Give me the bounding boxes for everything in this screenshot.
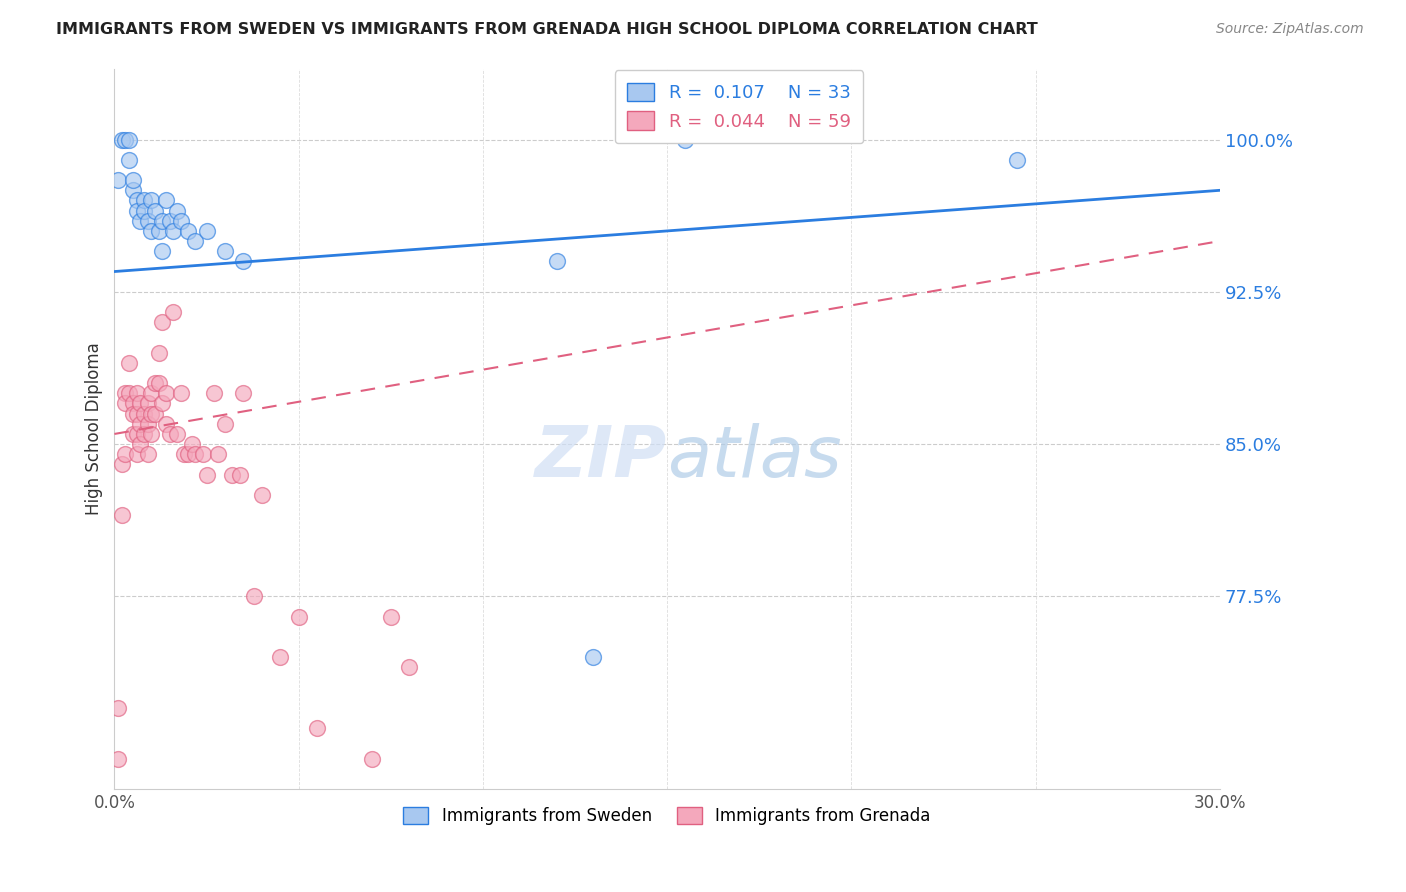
Point: [107, 701, 129, 715]
Point: [129, 417, 152, 431]
Point: [287, 609, 309, 624]
Point: [202, 386, 225, 401]
Point: [141, 194, 163, 208]
Point: [180, 437, 202, 451]
Point: [207, 447, 229, 461]
Point: [148, 376, 170, 391]
Point: [114, 132, 136, 146]
Text: atlas: atlas: [666, 423, 842, 492]
Point: [361, 752, 384, 766]
Y-axis label: High School Diploma: High School Diploma: [86, 343, 103, 516]
Point: [125, 447, 148, 461]
Point: [143, 203, 166, 218]
Point: [111, 132, 134, 146]
Point: [173, 447, 195, 461]
Point: [1005, 153, 1028, 167]
Point: [159, 214, 181, 228]
Point: [136, 214, 159, 228]
Point: [132, 407, 155, 421]
Point: [150, 396, 173, 410]
Point: [114, 386, 136, 401]
Point: [232, 254, 254, 268]
Point: [221, 467, 243, 482]
Point: [111, 508, 134, 523]
Point: [141, 426, 163, 441]
Point: [143, 407, 166, 421]
Text: IMMIGRANTS FROM SWEDEN VS IMMIGRANTS FROM GRENADA HIGH SCHOOL DIPLOMA CORRELATIO: IMMIGRANTS FROM SWEDEN VS IMMIGRANTS FRO…: [56, 22, 1038, 37]
Text: ZIP: ZIP: [534, 423, 666, 492]
Point: [177, 224, 200, 238]
Point: [195, 224, 218, 238]
Point: [232, 386, 254, 401]
Point: [191, 447, 214, 461]
Point: [170, 386, 193, 401]
Point: [141, 386, 163, 401]
Point: [398, 660, 420, 674]
Point: [546, 254, 568, 268]
Point: [148, 224, 170, 238]
Point: [159, 426, 181, 441]
Point: [150, 214, 173, 228]
Point: [250, 488, 273, 502]
Point: [132, 203, 155, 218]
Legend: Immigrants from Sweden, Immigrants from Grenada: Immigrants from Sweden, Immigrants from …: [394, 797, 941, 835]
Point: [380, 609, 402, 624]
Point: [121, 407, 143, 421]
Point: [141, 224, 163, 238]
Text: Source: ZipAtlas.com: Source: ZipAtlas.com: [1216, 22, 1364, 37]
Point: [121, 396, 143, 410]
Point: [118, 153, 141, 167]
Point: [121, 183, 143, 197]
Point: [214, 244, 236, 259]
Point: [155, 194, 177, 208]
Point: [195, 467, 218, 482]
Point: [675, 132, 697, 146]
Point: [166, 426, 188, 441]
Point: [184, 447, 207, 461]
Point: [148, 345, 170, 359]
Point: [118, 386, 141, 401]
Point: [170, 214, 193, 228]
Point: [129, 214, 152, 228]
Point: [129, 396, 152, 410]
Point: [136, 447, 159, 461]
Point: [582, 650, 605, 665]
Point: [214, 417, 236, 431]
Point: [162, 305, 184, 319]
Point: [107, 752, 129, 766]
Point: [125, 194, 148, 208]
Point: [162, 224, 184, 238]
Point: [184, 234, 207, 248]
Point: [243, 590, 266, 604]
Point: [150, 244, 173, 259]
Point: [121, 173, 143, 187]
Point: [136, 417, 159, 431]
Point: [107, 173, 129, 187]
Point: [269, 650, 291, 665]
Point: [118, 132, 141, 146]
Point: [136, 396, 159, 410]
Point: [125, 426, 148, 441]
Point: [141, 407, 163, 421]
Point: [114, 447, 136, 461]
Point: [228, 467, 250, 482]
Point: [305, 721, 328, 735]
Point: [132, 194, 155, 208]
Point: [125, 407, 148, 421]
Point: [125, 203, 148, 218]
Point: [132, 426, 155, 441]
Point: [155, 386, 177, 401]
Point: [177, 447, 200, 461]
Point: [111, 458, 134, 472]
Point: [121, 426, 143, 441]
Point: [166, 203, 188, 218]
Point: [155, 417, 177, 431]
Point: [118, 356, 141, 370]
Point: [143, 376, 166, 391]
Point: [150, 315, 173, 329]
Point: [114, 396, 136, 410]
Point: [125, 386, 148, 401]
Point: [129, 437, 152, 451]
